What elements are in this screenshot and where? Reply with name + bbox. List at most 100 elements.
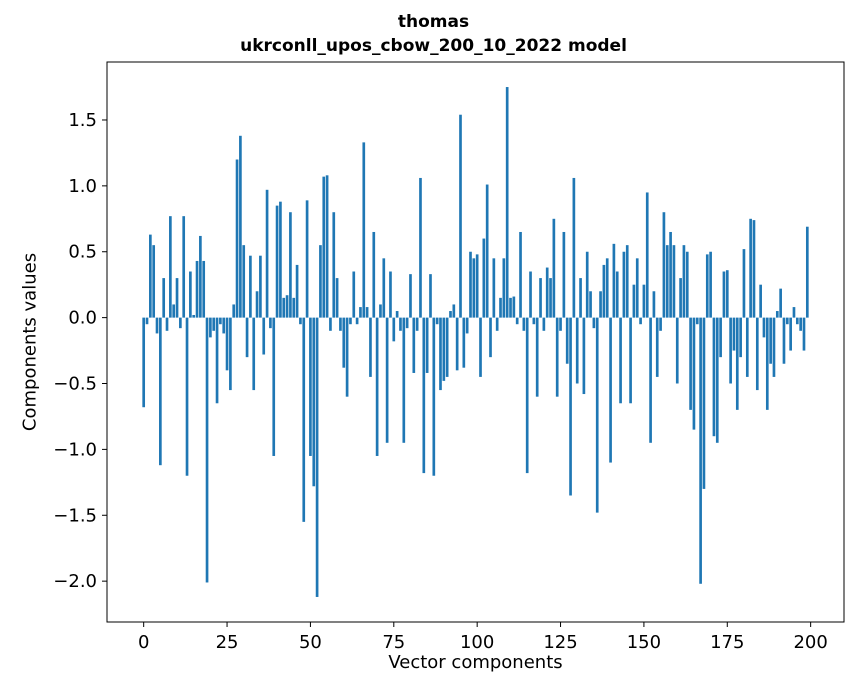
x-tick-label: 75: [382, 632, 405, 653]
y-axis-label: Components values: [19, 252, 41, 432]
bar: [252, 317, 256, 391]
bar: [789, 317, 792, 351]
bar: [605, 258, 609, 318]
x-tick-label: 100: [460, 632, 494, 653]
bar: [512, 296, 516, 318]
bar: [565, 317, 569, 364]
bar: [235, 159, 239, 318]
bar: [652, 291, 656, 318]
bar: [352, 271, 356, 318]
bar: [729, 317, 732, 384]
bar: [432, 317, 436, 476]
bar: [332, 212, 336, 318]
bar: [499, 297, 502, 318]
y-tick-label: −1.5: [53, 505, 97, 526]
y-tick-label: −1.0: [53, 439, 97, 460]
bar: [602, 264, 606, 318]
bar: [239, 135, 242, 318]
bar: [542, 317, 546, 331]
bar: [802, 317, 806, 351]
bar: [195, 260, 199, 318]
bar: [792, 307, 796, 318]
bar: [389, 271, 392, 318]
bar: [502, 258, 506, 318]
bar: [245, 317, 249, 358]
bar: [735, 317, 739, 410]
bar: [722, 271, 726, 318]
bar: [552, 218, 556, 318]
bar: [719, 317, 722, 358]
bar: [475, 254, 479, 318]
bar: [742, 249, 746, 318]
bar: [579, 278, 582, 318]
bar: [209, 317, 212, 338]
bar: [775, 311, 779, 318]
bar: [585, 251, 589, 318]
bar: [749, 218, 752, 318]
bar: [572, 177, 576, 318]
bar: [599, 291, 602, 318]
bar: [199, 235, 202, 318]
bar: [589, 291, 592, 318]
bar: [642, 284, 646, 318]
bar: [399, 317, 402, 331]
bar: [362, 142, 366, 318]
bar: [732, 317, 736, 351]
y-tick-label: −0.5: [53, 374, 97, 395]
bar: [412, 317, 416, 373]
bar: [575, 317, 579, 384]
bar: [769, 317, 772, 364]
bar: [152, 245, 156, 318]
bar: [762, 317, 766, 338]
bar: [189, 271, 192, 318]
bar: [439, 317, 442, 391]
x-tick-label: 150: [627, 632, 661, 653]
bar: [479, 317, 482, 377]
bar: [272, 317, 276, 456]
bar: [242, 245, 246, 318]
bar: [422, 317, 426, 474]
x-tick-label: 200: [793, 632, 827, 653]
bar: [745, 317, 749, 377]
bar: [299, 317, 302, 325]
bar: [312, 317, 316, 487]
y-tick-label: −2.0: [53, 571, 97, 592]
bar: [672, 245, 676, 318]
bar: [172, 304, 176, 318]
bar: [529, 271, 532, 318]
axes-frame: [106, 61, 845, 623]
bar: [142, 317, 146, 408]
bar: [692, 317, 696, 430]
bar: [282, 297, 286, 318]
bar: [225, 317, 229, 371]
bar: [712, 317, 716, 437]
bar: [212, 317, 216, 331]
bar: [339, 317, 342, 331]
bar: [165, 317, 169, 331]
x-tick-label: 125: [543, 632, 577, 653]
y-tick-label: 0.0: [68, 308, 97, 329]
bar: [302, 317, 306, 522]
bar: [675, 317, 679, 384]
bar: [315, 317, 319, 597]
bar: [495, 317, 499, 331]
bar: [222, 317, 226, 334]
bar: [509, 297, 512, 318]
bar: [685, 251, 689, 318]
bar: [355, 317, 359, 325]
x-tick-label: 25: [216, 632, 239, 653]
bar: [379, 304, 382, 318]
bar: [782, 317, 786, 364]
bar: [369, 317, 372, 377]
bar: [342, 317, 346, 368]
y-tick-label: 1.0: [68, 176, 97, 197]
bar: [149, 234, 152, 318]
bar: [779, 288, 782, 318]
bar: [219, 317, 222, 325]
bar: [632, 284, 636, 318]
bar: [709, 251, 712, 318]
bar: [292, 297, 296, 318]
bar: [435, 317, 439, 325]
bar: [489, 317, 492, 358]
